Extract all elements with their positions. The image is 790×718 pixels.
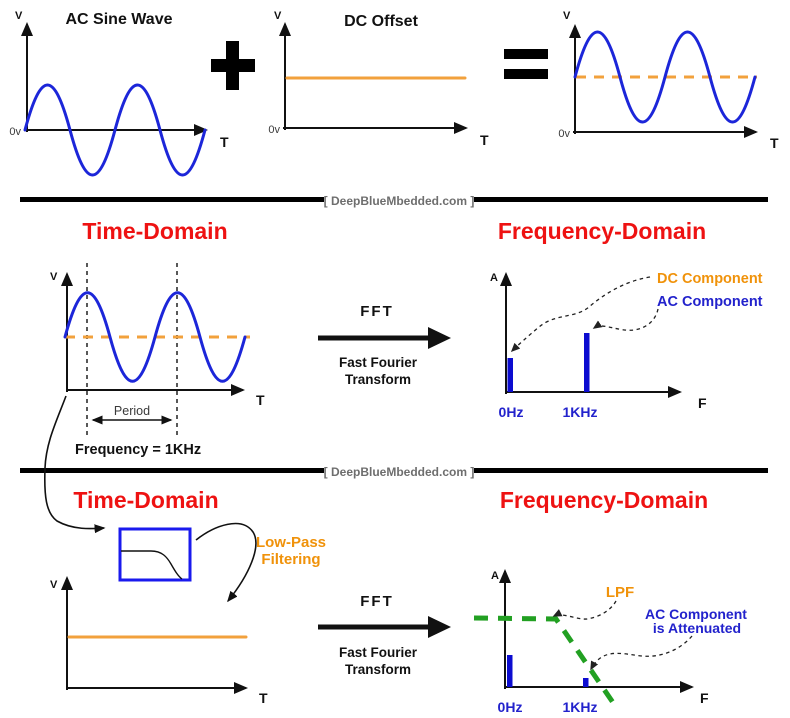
- sum-v-axis-label: V: [563, 10, 571, 22]
- fft-freq-tick-1khz: 1KHz: [562, 404, 597, 420]
- ac-sine-curve: [23, 83, 207, 177]
- divider-bottom: [ DeepBlueMbedded.com ]: [20, 463, 768, 479]
- dc-zero-label: 0v: [268, 124, 280, 136]
- lpf-freq-a-label: A: [491, 570, 499, 582]
- fft-abbr-top: FFT: [360, 303, 394, 320]
- filter-response-curve: [121, 550, 183, 580]
- dc-panel-title: DC Offset: [344, 13, 418, 30]
- divider-top: [ DeepBlueMbedded.com ]: [20, 192, 768, 208]
- fft-time-v-label: V: [50, 271, 58, 283]
- plus-operator-icon: [211, 41, 255, 90]
- fft-frequency-domain-heading: Frequency-Domain: [498, 218, 706, 244]
- lpf-time-domain-heading: Time-Domain: [73, 487, 218, 513]
- fft-arrow-block-top: FFT Fast Fourier Transform: [318, 303, 451, 387]
- fft-time-plot: V T Period Frequency = 1KHz: [50, 263, 265, 458]
- dc-component-bar-filtered: [507, 655, 513, 687]
- fft-freq-plot: A F 0Hz 1KHz DC Component AC Component: [490, 271, 763, 420]
- frequency-value-label: Frequency = 1KHz: [75, 442, 201, 458]
- dc-t-axis-label: T: [480, 132, 489, 148]
- signal-to-filter-arrow: [43, 395, 106, 534]
- ac-v-axis-label: V: [15, 10, 23, 22]
- ac-t-axis-label: T: [220, 134, 229, 150]
- lpf-response-dashed-curve: [473, 615, 617, 706]
- lpf-freq-tick-1khz: 1KHz: [562, 699, 597, 715]
- lpf-time-t-label: T: [259, 690, 268, 706]
- lpf-time-v-label: V: [50, 579, 58, 591]
- fft-time-t-label: T: [256, 392, 265, 408]
- low-pass-filtering-label-line2: Filtering: [261, 551, 320, 568]
- ac-component-bar: [584, 333, 590, 392]
- fft-full-line1-top: Fast Fourier: [339, 355, 418, 370]
- sum-signal-panel: V T 0v: [558, 10, 779, 151]
- ac-component-label: AC Component: [657, 294, 763, 310]
- fft-time-domain-heading: Time-Domain: [82, 218, 227, 244]
- fft-arrowhead-bottom: [428, 616, 451, 638]
- ac-attenuated-leader-arrow: [590, 635, 693, 671]
- watermark-text: [ DeepBlueMbedded.com ]: [324, 465, 475, 479]
- lpf-leader-arrow: [552, 600, 617, 620]
- fft-full-line1-bottom: Fast Fourier: [339, 645, 418, 660]
- fft-arrow-block-bottom: FFT Fast Fourier Transform: [318, 593, 451, 677]
- filter-box-outline: [118, 527, 192, 582]
- fft-full-line2-bottom: Transform: [345, 662, 411, 677]
- ac-attenuated-label-line2: is Attenuated: [653, 620, 741, 636]
- low-pass-filtering-label-line1: Low-Pass: [256, 534, 326, 551]
- lpf-time-plot: V T: [50, 576, 268, 706]
- ac-sine-wave-panel: AC Sine Wave V T 0v: [9, 10, 229, 177]
- ac-zero-label: 0v: [9, 126, 21, 138]
- equals-operator-icon: [504, 49, 548, 79]
- ac-component-bar-attenuated: [583, 678, 589, 687]
- ac-attenuated-label-line1: AC Component: [645, 606, 747, 622]
- sum-sine-curve: [573, 30, 757, 124]
- sum-zero-label: 0v: [558, 128, 570, 140]
- watermark-text: [ DeepBlueMbedded.com ]: [324, 194, 475, 208]
- dc-offset-panel: DC Offset V T 0v: [268, 10, 489, 148]
- fft-arrowhead-top: [428, 327, 451, 349]
- fft-freq-a-label: A: [490, 272, 498, 284]
- period-label: Period: [114, 404, 150, 418]
- filter-to-output-arrow: [195, 522, 257, 603]
- ac-component-leader-arrow: [592, 308, 659, 331]
- dc-component-leader-arrow: [510, 276, 651, 353]
- fft-freq-f-label: F: [698, 395, 707, 411]
- low-pass-filter-box: [118, 527, 192, 582]
- ac-panel-title: AC Sine Wave: [66, 11, 173, 28]
- dc-component-label: DC Component: [657, 271, 763, 287]
- lpf-frequency-domain-heading: Frequency-Domain: [500, 487, 708, 513]
- fft-abbr-bottom: FFT: [360, 593, 394, 610]
- fft-freq-tick-0hz: 0Hz: [499, 404, 524, 420]
- dc-v-axis-label: V: [274, 10, 282, 22]
- lpf-freq-tick-0hz: 0Hz: [498, 699, 523, 715]
- dc-component-bar: [507, 358, 513, 392]
- lpf-freq-plot: A F 0Hz 1KHz LPF AC Component is Attenua…: [473, 569, 747, 715]
- fft-time-sine-curve: [63, 291, 247, 383]
- lpf-label: LPF: [606, 584, 634, 601]
- sum-t-axis-label: T: [770, 135, 779, 151]
- fft-full-line2-top: Transform: [345, 372, 411, 387]
- lpf-freq-f-label: F: [700, 690, 709, 706]
